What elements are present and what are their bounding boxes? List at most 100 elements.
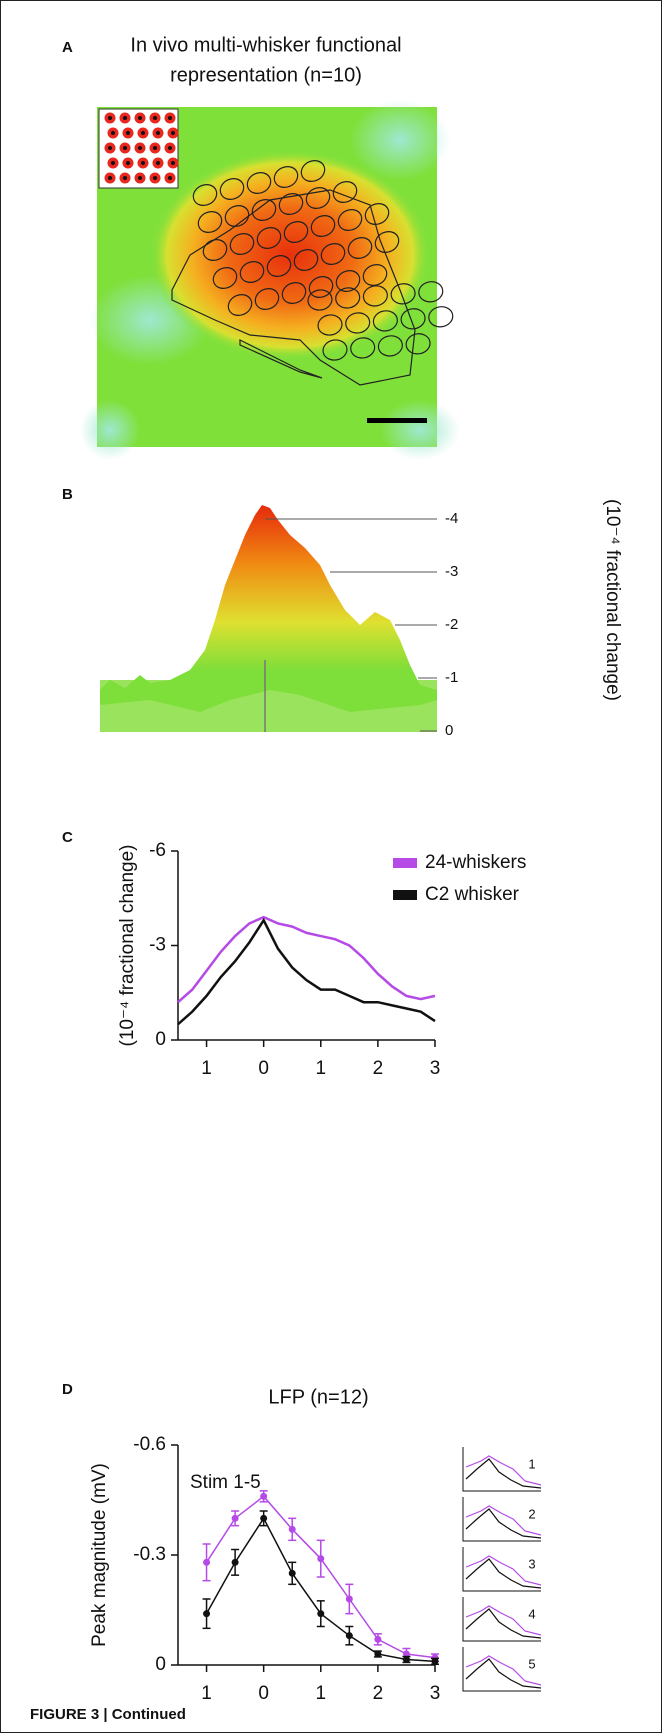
legend-label: C2 whisker (425, 884, 520, 905)
y-tick-label: -0.3 (133, 1544, 166, 1565)
whisker-dot (153, 116, 157, 120)
barrel (317, 314, 343, 336)
barrel (310, 215, 336, 237)
y-tick-label: -6 (149, 840, 166, 861)
data-point (260, 1492, 268, 1500)
data-point (203, 1558, 211, 1566)
whisker-dot (108, 176, 112, 180)
inset-label: 2 (528, 1506, 535, 1521)
inset-label: 1 (528, 1456, 535, 1471)
x-tick-label: 2 (373, 1683, 384, 1704)
barrel (345, 312, 371, 334)
barrel (350, 337, 376, 359)
series-line (177, 915, 436, 1004)
inset-trace (465, 1508, 542, 1539)
panel-letter: D (62, 1381, 73, 1398)
inset-trace (465, 1655, 542, 1686)
x-tick-label: 1 (315, 1683, 326, 1704)
x-tick-label: 3 (430, 1058, 441, 1079)
whisker-dot (168, 146, 172, 150)
barrel (278, 193, 304, 215)
whisker-dot (123, 146, 127, 150)
whisker-dot (156, 161, 160, 165)
barrel (405, 333, 431, 355)
barrel (281, 282, 307, 304)
inset-label: 3 (528, 1556, 535, 1571)
inset-trace (465, 1658, 542, 1689)
tick-label: 0 (445, 722, 453, 739)
barrel (362, 264, 388, 286)
y-tick-label: -3 (149, 935, 166, 956)
annotation: Stim 1-5 (190, 1472, 261, 1493)
data-point (402, 1656, 410, 1663)
inset-trace (465, 1455, 542, 1486)
inset-frame (462, 1447, 541, 1492)
whisker-dot (108, 146, 112, 150)
data-point (317, 1555, 325, 1563)
surface (100, 505, 437, 732)
barrel (362, 285, 388, 307)
data-point (345, 1595, 353, 1603)
whisker-dot (141, 131, 145, 135)
panel-letter: B (62, 486, 73, 503)
inset-trace (465, 1605, 542, 1636)
panel-letter: C (62, 829, 73, 846)
data-point (231, 1514, 239, 1522)
barrel (372, 310, 398, 332)
series-line (177, 917, 436, 1026)
chart-title: LFP (n=12) (268, 1386, 368, 1408)
inset-trace (465, 1458, 542, 1489)
inset-trace (465, 1505, 542, 1536)
barrel (320, 243, 346, 265)
data-point (203, 1610, 211, 1618)
tick-label: -1 (445, 669, 458, 686)
barrel (308, 276, 334, 298)
legend-swatch (393, 890, 417, 900)
axis-label: (10⁻⁴ fractional change) (602, 499, 623, 701)
whisker-dot (168, 176, 172, 180)
whisker-dot (123, 116, 127, 120)
whisker-dot (126, 161, 130, 165)
barrel (418, 281, 444, 303)
panel-title: In vivo multi-whisker functional (130, 34, 401, 56)
barrel-field (171, 189, 416, 386)
x-tick-label: 0 (258, 1683, 269, 1704)
barrel (212, 267, 238, 289)
barrel (293, 249, 319, 271)
whisker-dot (138, 176, 142, 180)
barrel (374, 231, 400, 253)
whisker-dot (168, 116, 172, 120)
x-tick-label: 2 (373, 1058, 384, 1079)
barrel (197, 211, 223, 233)
data-point (402, 1650, 410, 1658)
inset-trace (465, 1558, 542, 1589)
whisker-dot (141, 161, 145, 165)
barrel (254, 288, 280, 310)
whisker-dot (126, 131, 130, 135)
barrel (335, 287, 361, 309)
barrel (364, 203, 390, 225)
data-point (374, 1635, 382, 1643)
barrel (256, 227, 282, 249)
data-point (317, 1610, 325, 1618)
inset-frame (462, 1497, 541, 1542)
barrel (305, 187, 331, 209)
barrel (227, 294, 253, 316)
barrel (300, 160, 326, 182)
x-tick-label: 1 (315, 1058, 326, 1079)
barrel (219, 178, 245, 200)
y-tick-label: -0.6 (133, 1434, 166, 1455)
whisker-dot (171, 161, 175, 165)
whisker-dot (108, 116, 112, 120)
legend-label: 24-whiskers (425, 852, 526, 873)
data-point (345, 1632, 353, 1640)
data-point (288, 1525, 296, 1533)
tick-label: -3 (445, 563, 458, 580)
barrel (224, 205, 250, 227)
inset-label: 5 (528, 1656, 535, 1671)
y-tick-label: 0 (155, 1029, 166, 1050)
barrel (377, 335, 403, 357)
barrel (229, 233, 255, 255)
legend-swatch (393, 858, 417, 868)
x-tick-label: 0 (258, 1058, 269, 1079)
